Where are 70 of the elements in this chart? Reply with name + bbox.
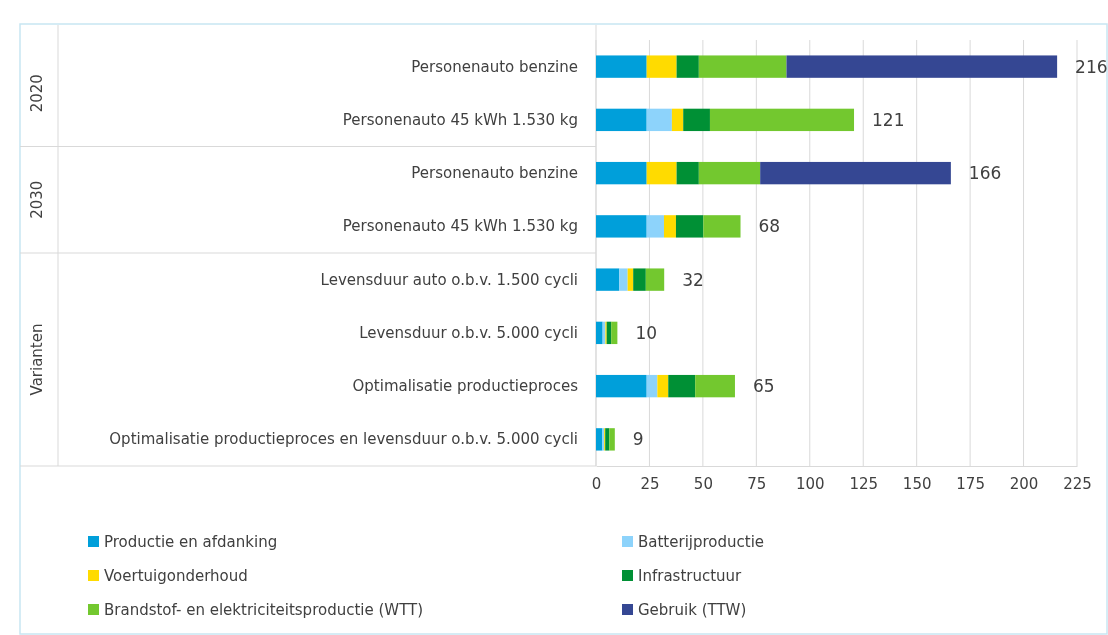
bar (619, 268, 628, 291)
y-tick-label: Personenauto benzine (411, 164, 578, 183)
text: 2030 (28, 180, 46, 219)
bar (646, 108, 672, 132)
bar (668, 374, 696, 398)
bar (703, 215, 741, 238)
total-label: 32 (682, 269, 704, 290)
bar (627, 268, 634, 291)
x-tick-label: 225 (1063, 474, 1092, 493)
x-tick-label: 100 (795, 474, 825, 493)
bar (596, 374, 647, 398)
bar (675, 215, 704, 238)
legend-label: Gebruik (TTW) (638, 601, 747, 619)
bar (596, 161, 647, 185)
bar (676, 161, 699, 185)
bar (596, 108, 647, 132)
total-label: 10 (635, 322, 658, 343)
bar (671, 108, 684, 132)
bar (646, 374, 658, 398)
bar (609, 428, 615, 451)
bar (605, 428, 610, 451)
bar (709, 108, 855, 132)
x-tick-label: 200 (1009, 474, 1039, 493)
total-label: 216 (1075, 56, 1108, 77)
bar (633, 268, 646, 291)
text: 2020 (28, 74, 46, 113)
bar (698, 55, 787, 78)
x-tick-label: 50 (693, 474, 713, 493)
total-label: 65 (752, 376, 775, 397)
legend-label: Brandstof- en elektriciteitsproductie (WTT) (104, 601, 424, 619)
y-tick-label: Personenauto 45 kWh 1.530 kg (342, 217, 578, 236)
legend-label: Productie en afdanking (104, 533, 278, 551)
y-tick-label: Optimalisatie productieproces (352, 377, 579, 396)
bar (596, 428, 603, 451)
x-tick-label: 25 (640, 474, 660, 493)
legend-label: Infrastructuur (638, 567, 743, 585)
bar (695, 374, 735, 398)
total-label: 9 (632, 429, 644, 450)
total-label: 121 (872, 109, 905, 130)
x-tick-label: 175 (956, 474, 985, 493)
y-tick-label: Levensduur o.b.v. 5.000 cycli (359, 323, 578, 342)
y-tick-label: Optimalisatie productieproces en levensduur o.b.v. 5.000 cycli (109, 430, 578, 449)
bar (760, 161, 951, 185)
y-tick-label: Levensduur auto o.b.v. 1.500 cycli (320, 270, 578, 289)
bar (596, 321, 603, 345)
bar (663, 215, 676, 238)
bar (698, 161, 761, 185)
bar (676, 55, 699, 78)
bar (596, 215, 647, 238)
total-label: 166 (968, 163, 1002, 184)
bar (596, 268, 620, 291)
bar (645, 268, 665, 291)
x-tick-label: 150 (902, 474, 932, 493)
y-tick-label: Personenauto benzine (411, 57, 578, 76)
x-tick-label: 75 (747, 474, 767, 493)
text: Varianten (28, 323, 46, 396)
bar (596, 55, 647, 78)
bar (646, 55, 677, 78)
x-tick-label: 125 (849, 474, 879, 493)
bar (657, 374, 669, 398)
bar (646, 161, 677, 185)
legend-label: Voertuigonderhoud (104, 567, 248, 585)
bar (786, 55, 1058, 78)
bar (611, 321, 618, 345)
bar (646, 215, 664, 238)
x-tick-label: 0 (591, 474, 602, 493)
legend-label: Batterijproductie (638, 533, 765, 551)
bar (683, 108, 710, 132)
y-tick-label: Personenauto 45 kWh 1.530 kg (342, 110, 578, 129)
total-label: 68 (758, 216, 781, 237)
